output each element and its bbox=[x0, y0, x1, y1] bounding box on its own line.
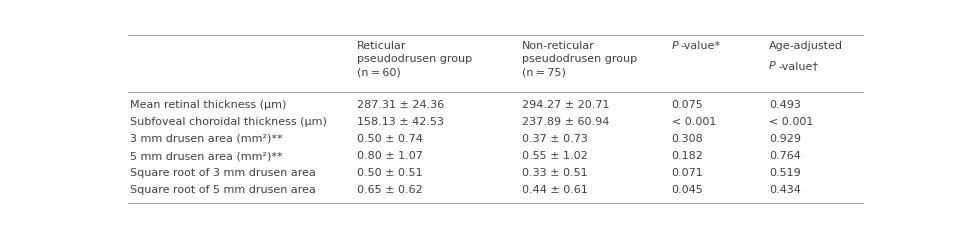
Text: 0.50 ± 0.74: 0.50 ± 0.74 bbox=[357, 134, 423, 144]
Text: 0.50 ± 0.51: 0.50 ± 0.51 bbox=[357, 168, 423, 178]
Text: 0.434: 0.434 bbox=[769, 185, 801, 195]
Text: 3 mm drusen area (mm²)**: 3 mm drusen area (mm²)** bbox=[130, 134, 282, 144]
Text: 0.44 ± 0.61: 0.44 ± 0.61 bbox=[522, 185, 588, 195]
Text: 158.13 ± 42.53: 158.13 ± 42.53 bbox=[357, 117, 444, 127]
Text: 294.27 ± 20.71: 294.27 ± 20.71 bbox=[522, 100, 609, 110]
Text: 0.308: 0.308 bbox=[672, 134, 703, 144]
Text: 0.929: 0.929 bbox=[769, 134, 801, 144]
Text: 0.65 ± 0.62: 0.65 ± 0.62 bbox=[357, 185, 423, 195]
Text: 0.493: 0.493 bbox=[769, 100, 801, 110]
Text: 237.89 ± 60.94: 237.89 ± 60.94 bbox=[522, 117, 609, 127]
Text: < 0.001: < 0.001 bbox=[672, 117, 717, 127]
Text: P: P bbox=[769, 61, 776, 71]
Text: 287.31 ± 24.36: 287.31 ± 24.36 bbox=[357, 100, 444, 110]
Text: Mean retinal thickness (μm): Mean retinal thickness (μm) bbox=[130, 100, 286, 110]
Text: Reticular
pseudodrusen group
(n = 60): Reticular pseudodrusen group (n = 60) bbox=[357, 41, 472, 78]
Text: 0.182: 0.182 bbox=[672, 151, 704, 161]
Text: 0.045: 0.045 bbox=[672, 185, 703, 195]
Text: Age-adjusted: Age-adjusted bbox=[769, 41, 843, 51]
Text: 0.80 ± 1.07: 0.80 ± 1.07 bbox=[357, 151, 423, 161]
Text: Square root of 5 mm drusen area: Square root of 5 mm drusen area bbox=[130, 185, 316, 195]
Text: 0.33 ± 0.51: 0.33 ± 0.51 bbox=[522, 168, 587, 178]
Text: P: P bbox=[672, 41, 679, 51]
Text: -value†: -value† bbox=[778, 61, 818, 71]
Text: -value*: -value* bbox=[681, 41, 720, 51]
Text: 0.071: 0.071 bbox=[672, 168, 703, 178]
Text: < 0.001: < 0.001 bbox=[769, 117, 813, 127]
Text: Non-reticular
pseudodrusen group
(n = 75): Non-reticular pseudodrusen group (n = 75… bbox=[522, 41, 637, 78]
Text: 0.764: 0.764 bbox=[769, 151, 801, 161]
Text: Square root of 3 mm drusen area: Square root of 3 mm drusen area bbox=[130, 168, 316, 178]
Text: Subfoveal choroidal thickness (μm): Subfoveal choroidal thickness (μm) bbox=[130, 117, 327, 127]
Text: 0.519: 0.519 bbox=[769, 168, 801, 178]
Text: 5 mm drusen area (mm²)**: 5 mm drusen area (mm²)** bbox=[130, 151, 282, 161]
Text: 0.55 ± 1.02: 0.55 ± 1.02 bbox=[522, 151, 588, 161]
Text: 0.37 ± 0.73: 0.37 ± 0.73 bbox=[522, 134, 588, 144]
Text: 0.075: 0.075 bbox=[672, 100, 703, 110]
